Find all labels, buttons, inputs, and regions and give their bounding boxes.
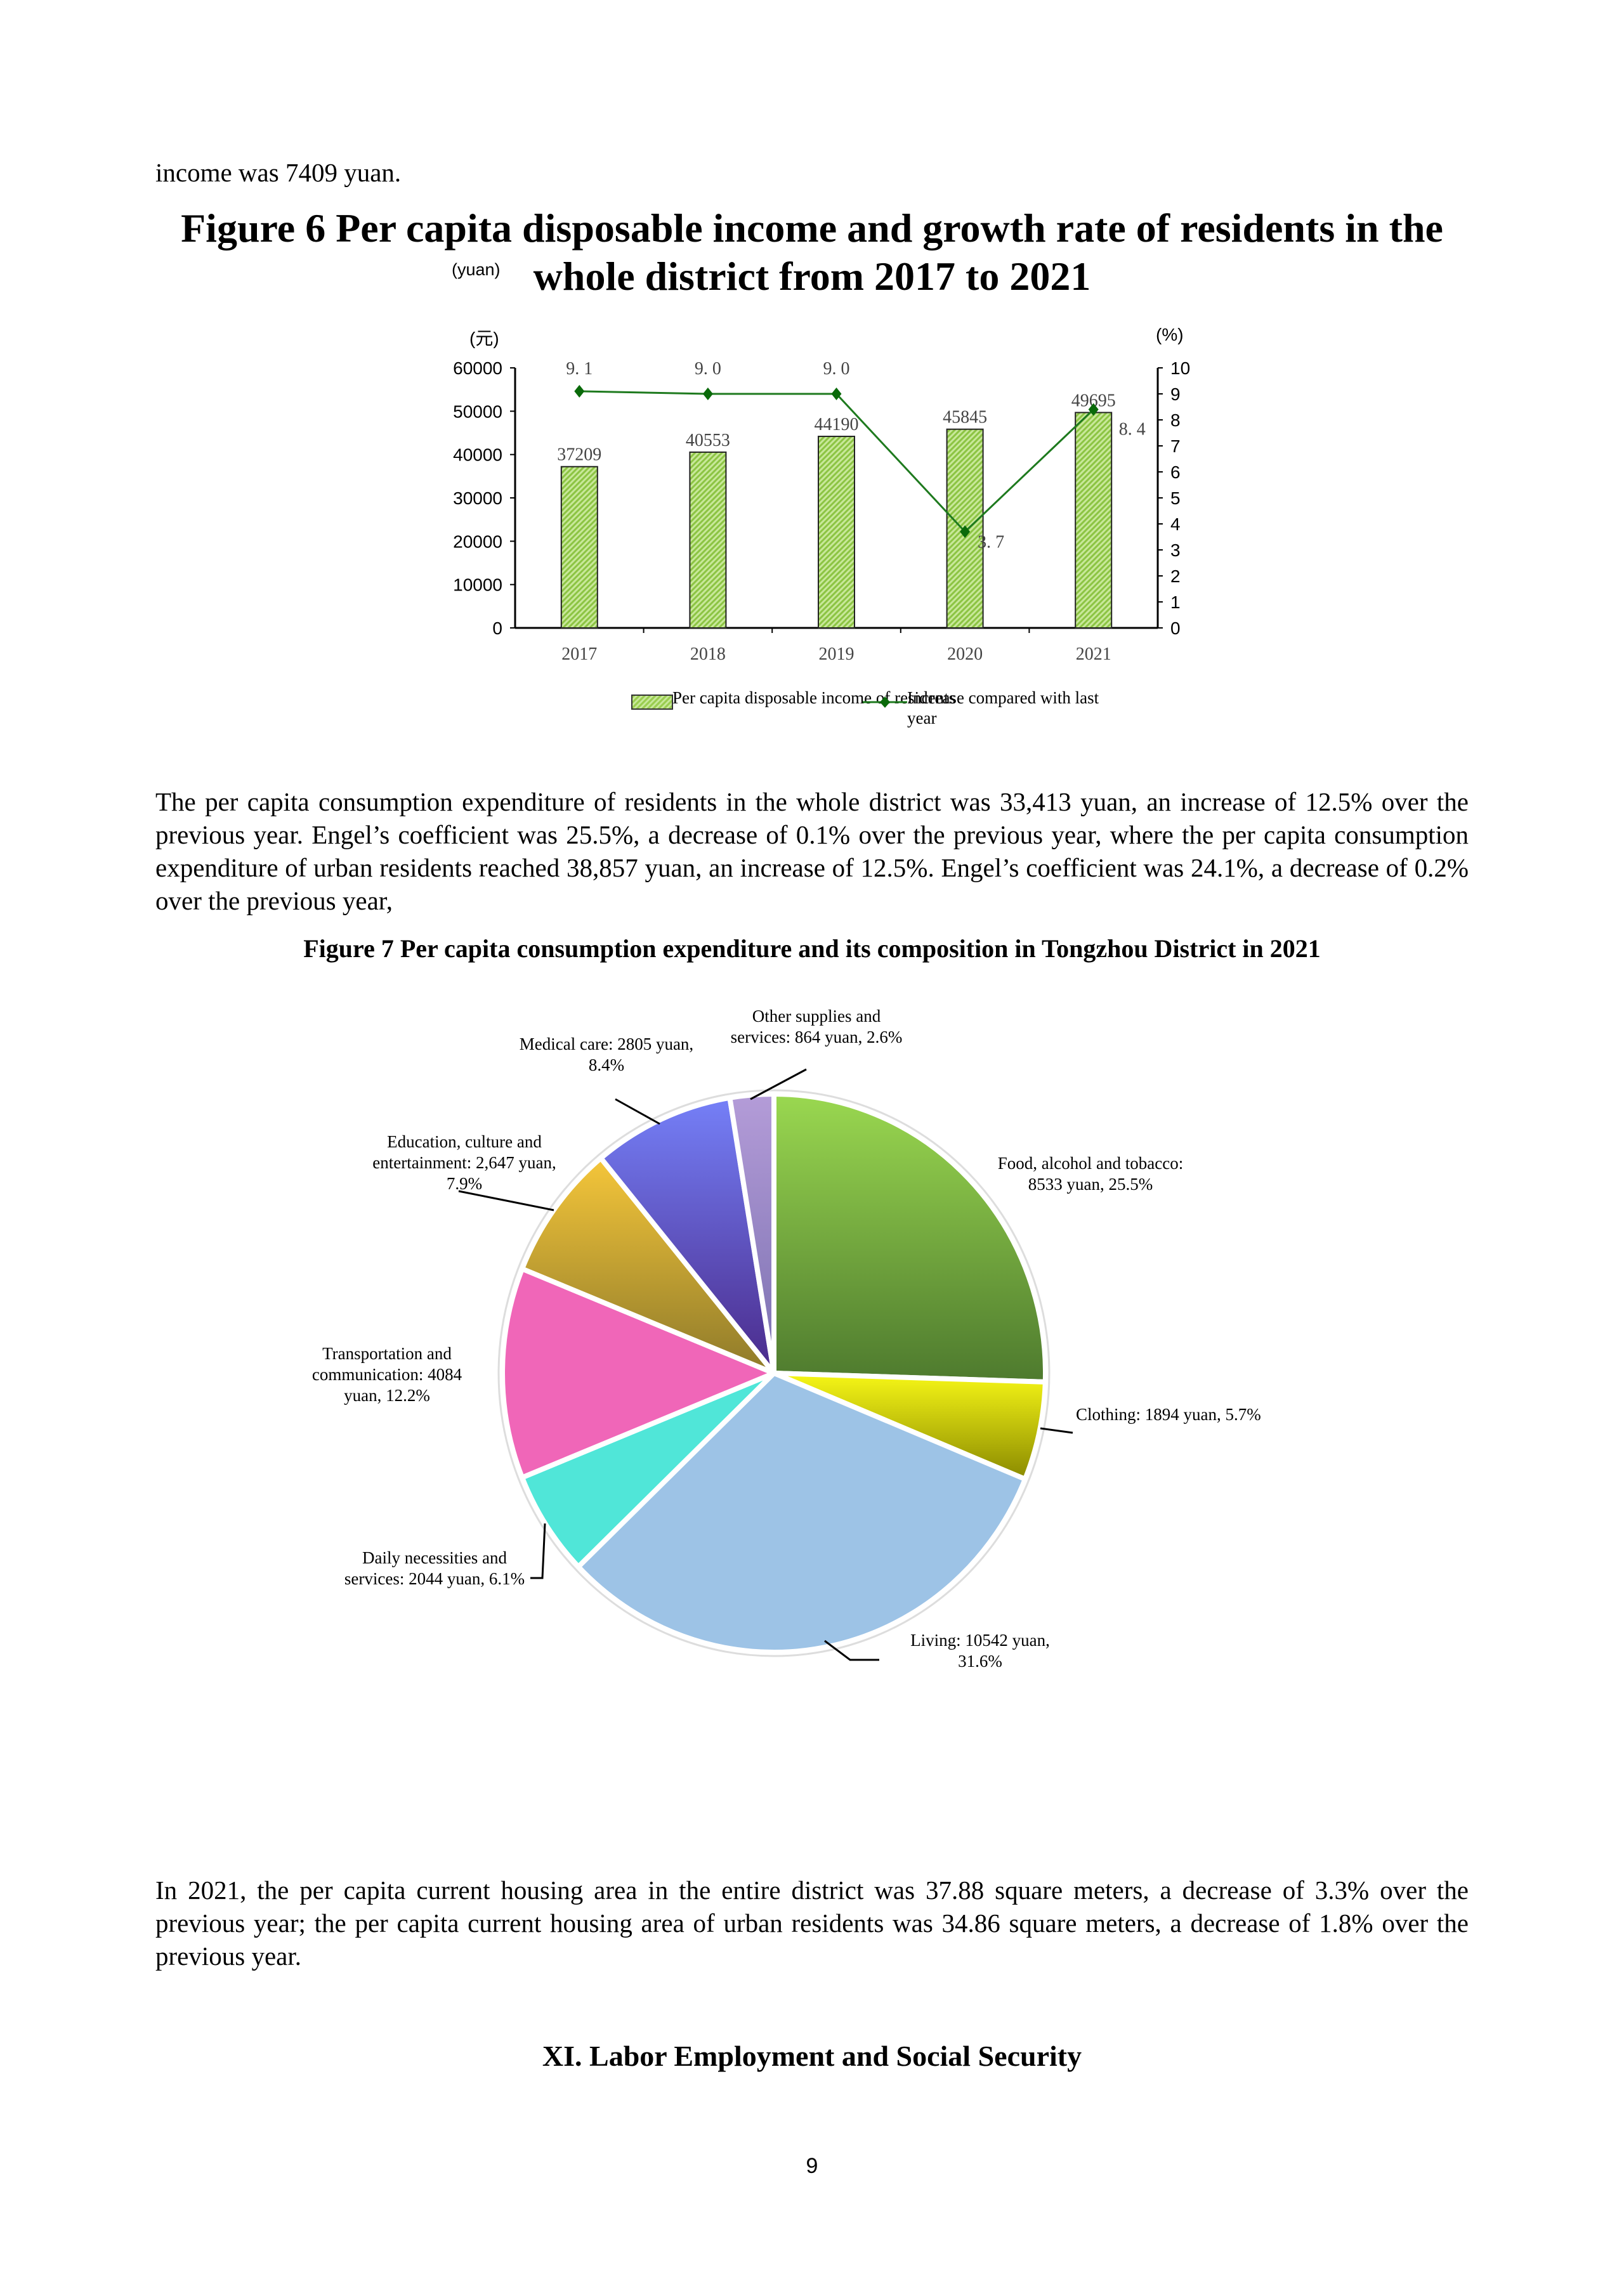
right-tick-label: 4 [1170, 514, 1181, 534]
pie-label-education: Education, culture and entertainment: 2,… [372, 1132, 556, 1193]
growth-label: 9. 0 [823, 359, 850, 379]
right-tick-label: 6 [1170, 462, 1181, 482]
legend-line-swatch [863, 696, 907, 708]
left-tick-label: 0 [492, 618, 502, 638]
right-tick-label: 3 [1170, 540, 1181, 560]
income-bar-label: 40553 [686, 431, 730, 450]
legend-line-label: Increase compared with last year [907, 688, 1099, 727]
leader-line [530, 1523, 546, 1579]
growth-marker [574, 384, 585, 398]
leader-line [750, 1068, 807, 1100]
income-chart: 0 10000 20000 30000 40000 50000 60000 0 1 2 3 4 5 6 7 8… [453, 358, 1190, 664]
right-tick-label: 8 [1170, 410, 1181, 430]
left-tick-label: 40000 [453, 445, 502, 465]
right-tick-label: 2 [1170, 566, 1181, 586]
right-axis-unit: (%) [1156, 325, 1184, 344]
paragraph-housing: In 2021, the per capita current housing … [155, 1875, 1469, 1971]
growth-marker [1088, 403, 1099, 416]
x-tick-label: 2019 [819, 644, 855, 664]
left-axis-unit: (元) [469, 329, 499, 348]
right-tick-label: 0 [1170, 618, 1181, 638]
pie-slice [575, 1371, 1028, 1655]
pie-label-medical: Medical care: 2805 yuan, 8.4% [519, 1034, 694, 1074]
x-tick-label: 2018 [690, 644, 726, 664]
left-tick-label: 20000 [453, 532, 502, 551]
x-tick-label: 2017 [561, 644, 597, 664]
page-number: 9 [806, 2154, 818, 2178]
pie-label-food: Food, alcohol and tobacco: 8533 yuan, 25… [997, 1154, 1184, 1194]
left-tick-label: 10000 [453, 575, 502, 595]
pie-slice [727, 1092, 776, 1376]
legend-bar-label: Per capita disposable income of resident… [672, 688, 956, 707]
consumption-pie-chart [458, 1068, 1073, 1661]
growth-label: 9. 0 [695, 359, 721, 379]
left-tick-label: 50000 [453, 401, 502, 421]
pie-slice [520, 1155, 776, 1376]
right-tick-label: 1 [1170, 592, 1181, 612]
right-tick-label: 7 [1170, 436, 1181, 456]
figure-7-title: Figure 7 Per capita consumption expendit… [303, 934, 1321, 963]
pie-slice [598, 1095, 776, 1376]
income-bar [689, 451, 727, 629]
right-tick-label: 9 [1170, 384, 1181, 404]
figure-6-title: Figure 6 Per capita disposable income an… [181, 205, 1443, 299]
income-bar [560, 466, 598, 629]
legend-bar-swatch [631, 695, 673, 710]
yuan-unit-overlay: (yuan) [452, 260, 501, 280]
income-bar [1075, 412, 1113, 629]
pie-slice [520, 1371, 776, 1570]
income-bar-label: 44190 [815, 415, 859, 434]
left-tick-label: 60000 [453, 358, 502, 378]
intro-line: income was 7409 yuan. [155, 158, 402, 187]
pie-label-daily: Daily necessities and services: 2044 yua… [344, 1548, 525, 1588]
x-tick-label: 2020 [947, 644, 983, 664]
right-tick-label: 10 [1170, 358, 1190, 378]
pie-label-transport: Transportation and communication: 4084 y… [311, 1344, 462, 1405]
income-bar-label: 45845 [943, 408, 987, 427]
left-tick-label: 30000 [453, 488, 502, 508]
income-bar [818, 436, 855, 629]
leader-line [615, 1098, 660, 1125]
pie-label-clothing: Clothing: 1894 yuan, 5.7% [1076, 1405, 1261, 1424]
x-tick-label: 2021 [1076, 644, 1111, 664]
paragraph-consumption: The per capita consumption expenditure o… [155, 787, 1469, 915]
income-bar-label: 37209 [557, 445, 601, 465]
leader-line [1040, 1427, 1073, 1434]
pie-label-living: Living: 10542 yuan, 31.6% [910, 1631, 1050, 1671]
growth-marker [702, 388, 713, 400]
pie-slice [500, 1266, 776, 1480]
leader-line [824, 1640, 879, 1661]
leader-line [458, 1190, 554, 1211]
pie-slice [771, 1092, 1048, 1385]
right-tick-label: 5 [1170, 488, 1181, 508]
growth-marker [831, 388, 842, 400]
growth-label: 3. 7 [978, 532, 1004, 552]
growth-label: 9. 1 [566, 359, 593, 379]
pie-label-other: Other supplies and services: 864 yuan, 2… [730, 1007, 903, 1047]
section-heading: XI. Labor Employment and Social Security [542, 2040, 1082, 2072]
growth-label: 8. 4 [1119, 420, 1146, 440]
growth-marker [960, 525, 971, 538]
